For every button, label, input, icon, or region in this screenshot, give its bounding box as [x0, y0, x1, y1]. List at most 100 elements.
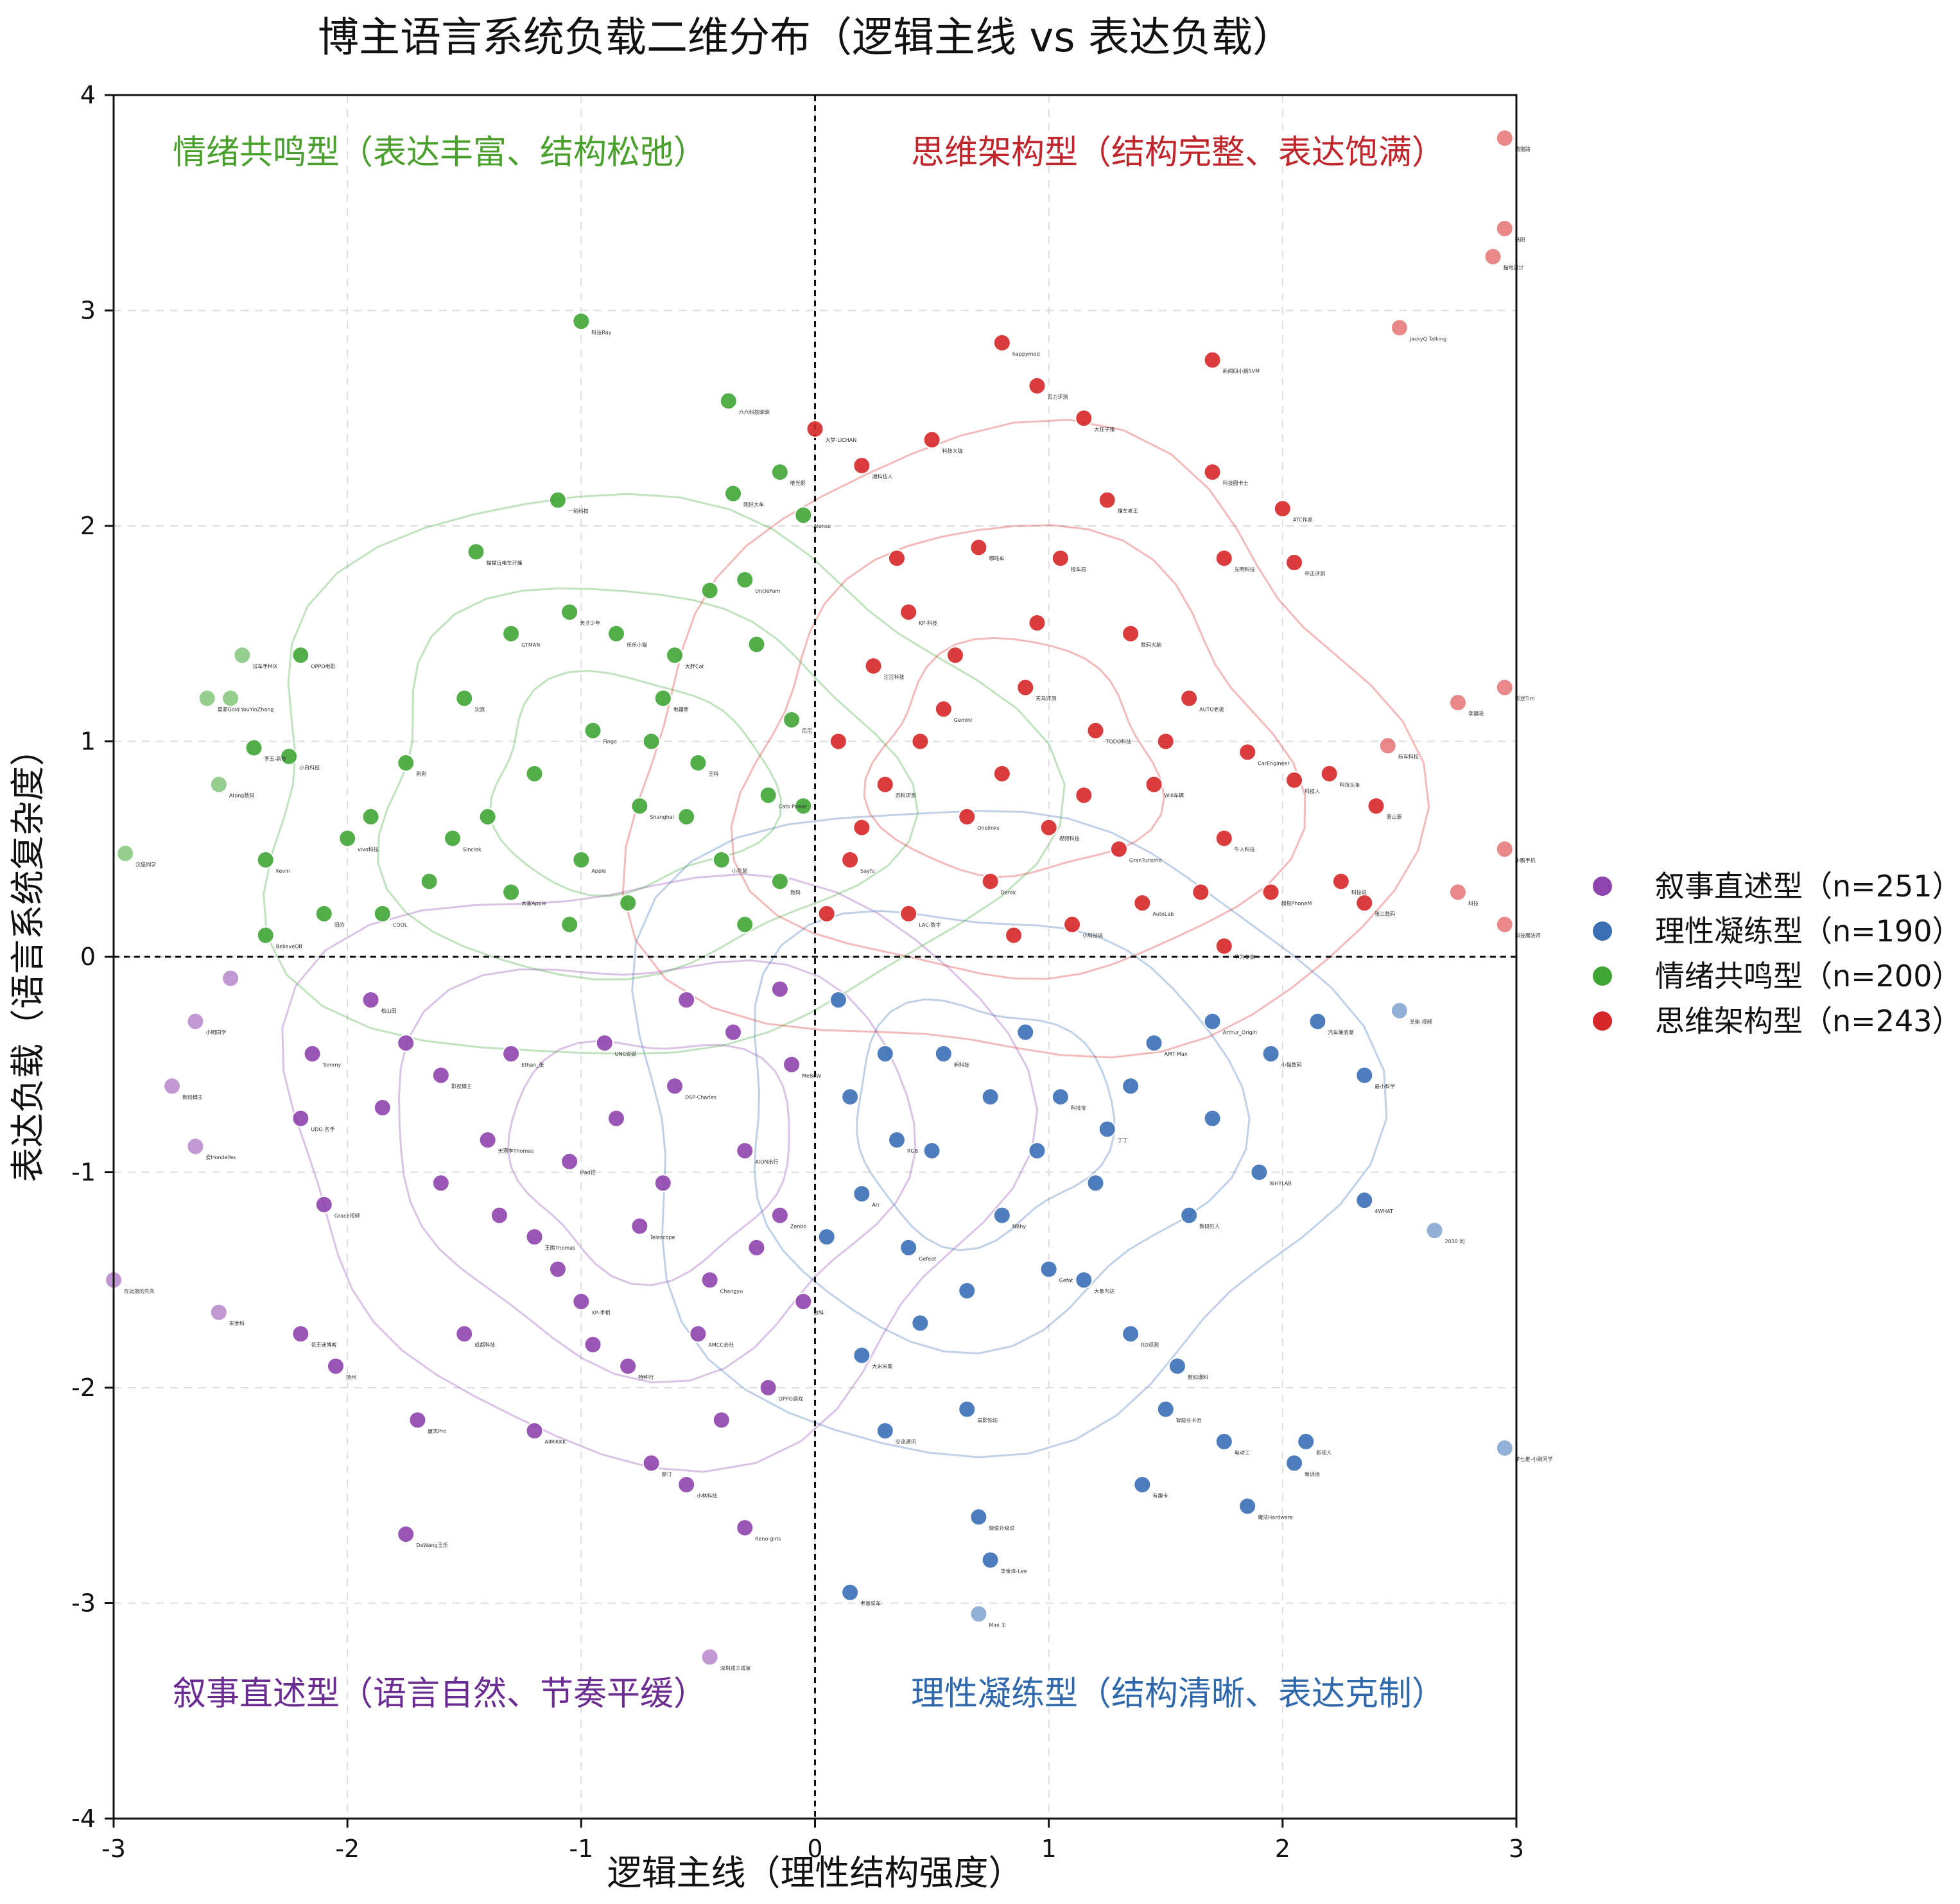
scatter-point: [853, 818, 871, 837]
point-label: 旧的: [334, 921, 345, 928]
scatter-point: [455, 689, 474, 708]
point-label: 李金泽-Lee: [1001, 1568, 1027, 1574]
point-label: Zenbo: [790, 1224, 807, 1230]
scatter-point: [794, 1292, 813, 1311]
scatter-point: [958, 1400, 976, 1419]
scatter-point: [1180, 1206, 1199, 1225]
scatter-point: [116, 844, 135, 862]
scatter-point: [256, 851, 275, 869]
scatter-point: [946, 646, 964, 665]
scatter-point: [490, 1206, 508, 1225]
scatter-point: [291, 1325, 310, 1343]
point-label: YouYinZhang: [240, 706, 273, 712]
scatter-point: [1215, 1432, 1233, 1451]
scatter-point: [198, 689, 216, 708]
scatter-point: [829, 991, 847, 1009]
scatter-point: [1495, 220, 1514, 238]
point-label: 眉影独坊: [977, 1417, 998, 1424]
point-label: LAC-数字: [919, 921, 941, 928]
scatter-point: [677, 1475, 696, 1494]
point-label: 牛人科技: [1235, 846, 1255, 852]
point-label: AMCC会社: [708, 1341, 734, 1348]
legend-marker: [1593, 966, 1612, 986]
scatter-point: [361, 991, 380, 1009]
point-label: Alonso: [813, 523, 831, 529]
scatter-point: [700, 581, 719, 600]
point-label: 新闻四小鹅SVM: [1223, 368, 1260, 374]
point-label: Mini 王: [989, 1622, 1006, 1628]
point-label: GranTurismo: [1129, 857, 1162, 863]
point-label: 数码大脑: [1141, 642, 1161, 648]
scatter-point: [1016, 1023, 1035, 1042]
scatter-point: [1203, 463, 1222, 482]
scatter-point: [560, 1152, 579, 1171]
x-tick-label: 3: [1509, 1835, 1524, 1863]
point-label: 交流通讯: [896, 1438, 916, 1445]
point-label: 小鹏手机: [1515, 857, 1536, 863]
scatter-point: [1145, 1034, 1163, 1052]
scatter-point: [209, 775, 228, 794]
point-label: NBhy: [1012, 1224, 1027, 1230]
scatter-point: [770, 463, 789, 482]
point-label: 科技宝: [1071, 1105, 1086, 1111]
scatter-point: [1156, 732, 1175, 751]
scatter-point: [256, 926, 275, 945]
point-label: 科技说: [1351, 889, 1367, 896]
point-label: TODO科技: [1106, 738, 1132, 745]
point-label: Grace视频: [334, 1212, 360, 1219]
point-label: 张三数码: [1375, 911, 1395, 917]
scatter-point: [1355, 1191, 1374, 1210]
scatter-point: [1039, 818, 1058, 837]
y-tick-label: 4: [80, 81, 96, 109]
scatter-point: [245, 738, 263, 757]
legend-marker: [1593, 877, 1612, 896]
legend-label: 理性凝练型（n=190）: [1655, 914, 1960, 948]
point-label: 新科技: [954, 1061, 969, 1068]
point-label: 厦思Pro: [428, 1428, 446, 1434]
scatter-point: [1075, 1271, 1093, 1289]
point-label: MeBoW: [802, 1073, 821, 1079]
scatter-point: [1484, 247, 1502, 266]
scatter-point: [1028, 613, 1046, 632]
scatter-point: [993, 1206, 1011, 1225]
scatter-point: [397, 1525, 415, 1544]
legend-label: 情绪共鸣型（n=200）: [1655, 959, 1960, 993]
scatter-point: [572, 1292, 591, 1311]
legend-marker: [1593, 921, 1612, 941]
point-label: 小林科技: [697, 1492, 717, 1499]
scatter-point: [841, 1583, 860, 1602]
point-label: 懂车老王: [1118, 508, 1138, 514]
y-tick-label: -2: [71, 1374, 96, 1402]
point-label: Ari: [872, 1202, 879, 1208]
scatter-point: [829, 732, 847, 751]
scatter-point: [1028, 376, 1046, 395]
scatter-point: [806, 420, 824, 439]
scatter-point: [1495, 840, 1514, 859]
point-label: 哪吒车: [989, 555, 1004, 562]
point-label: AION出行: [755, 1158, 778, 1165]
scatter-point: [1215, 829, 1233, 848]
density-contour: [263, 493, 1066, 1055]
point-label: 宋金科: [229, 1320, 245, 1327]
point-label: 原山源: [1387, 814, 1402, 820]
scatter-point: [502, 1044, 521, 1063]
point-label: 汪汪科技: [884, 674, 905, 680]
scatter-point: [969, 538, 988, 557]
point-label: Kevin: [276, 868, 290, 874]
scatter-point: [1390, 1001, 1409, 1020]
point-label: 芝能-视频: [1410, 1018, 1432, 1025]
point-label: 刚刚: [416, 771, 426, 777]
scatter-point: [899, 904, 918, 923]
scatter-point: [373, 1098, 392, 1117]
scatter-point: [794, 797, 813, 816]
scatter-point: [719, 392, 738, 410]
point-label: 猫猫玩电车开播: [486, 559, 522, 566]
point-label: Will车辆: [1165, 792, 1184, 799]
point-label: 科技头条: [1340, 782, 1360, 788]
scatter-point: [958, 1282, 976, 1300]
point-label: 天寒李Thomas: [498, 1148, 534, 1154]
scatter-point: [654, 1174, 672, 1192]
scatter-point: [1378, 737, 1397, 755]
scatter-point: [1145, 775, 1163, 794]
